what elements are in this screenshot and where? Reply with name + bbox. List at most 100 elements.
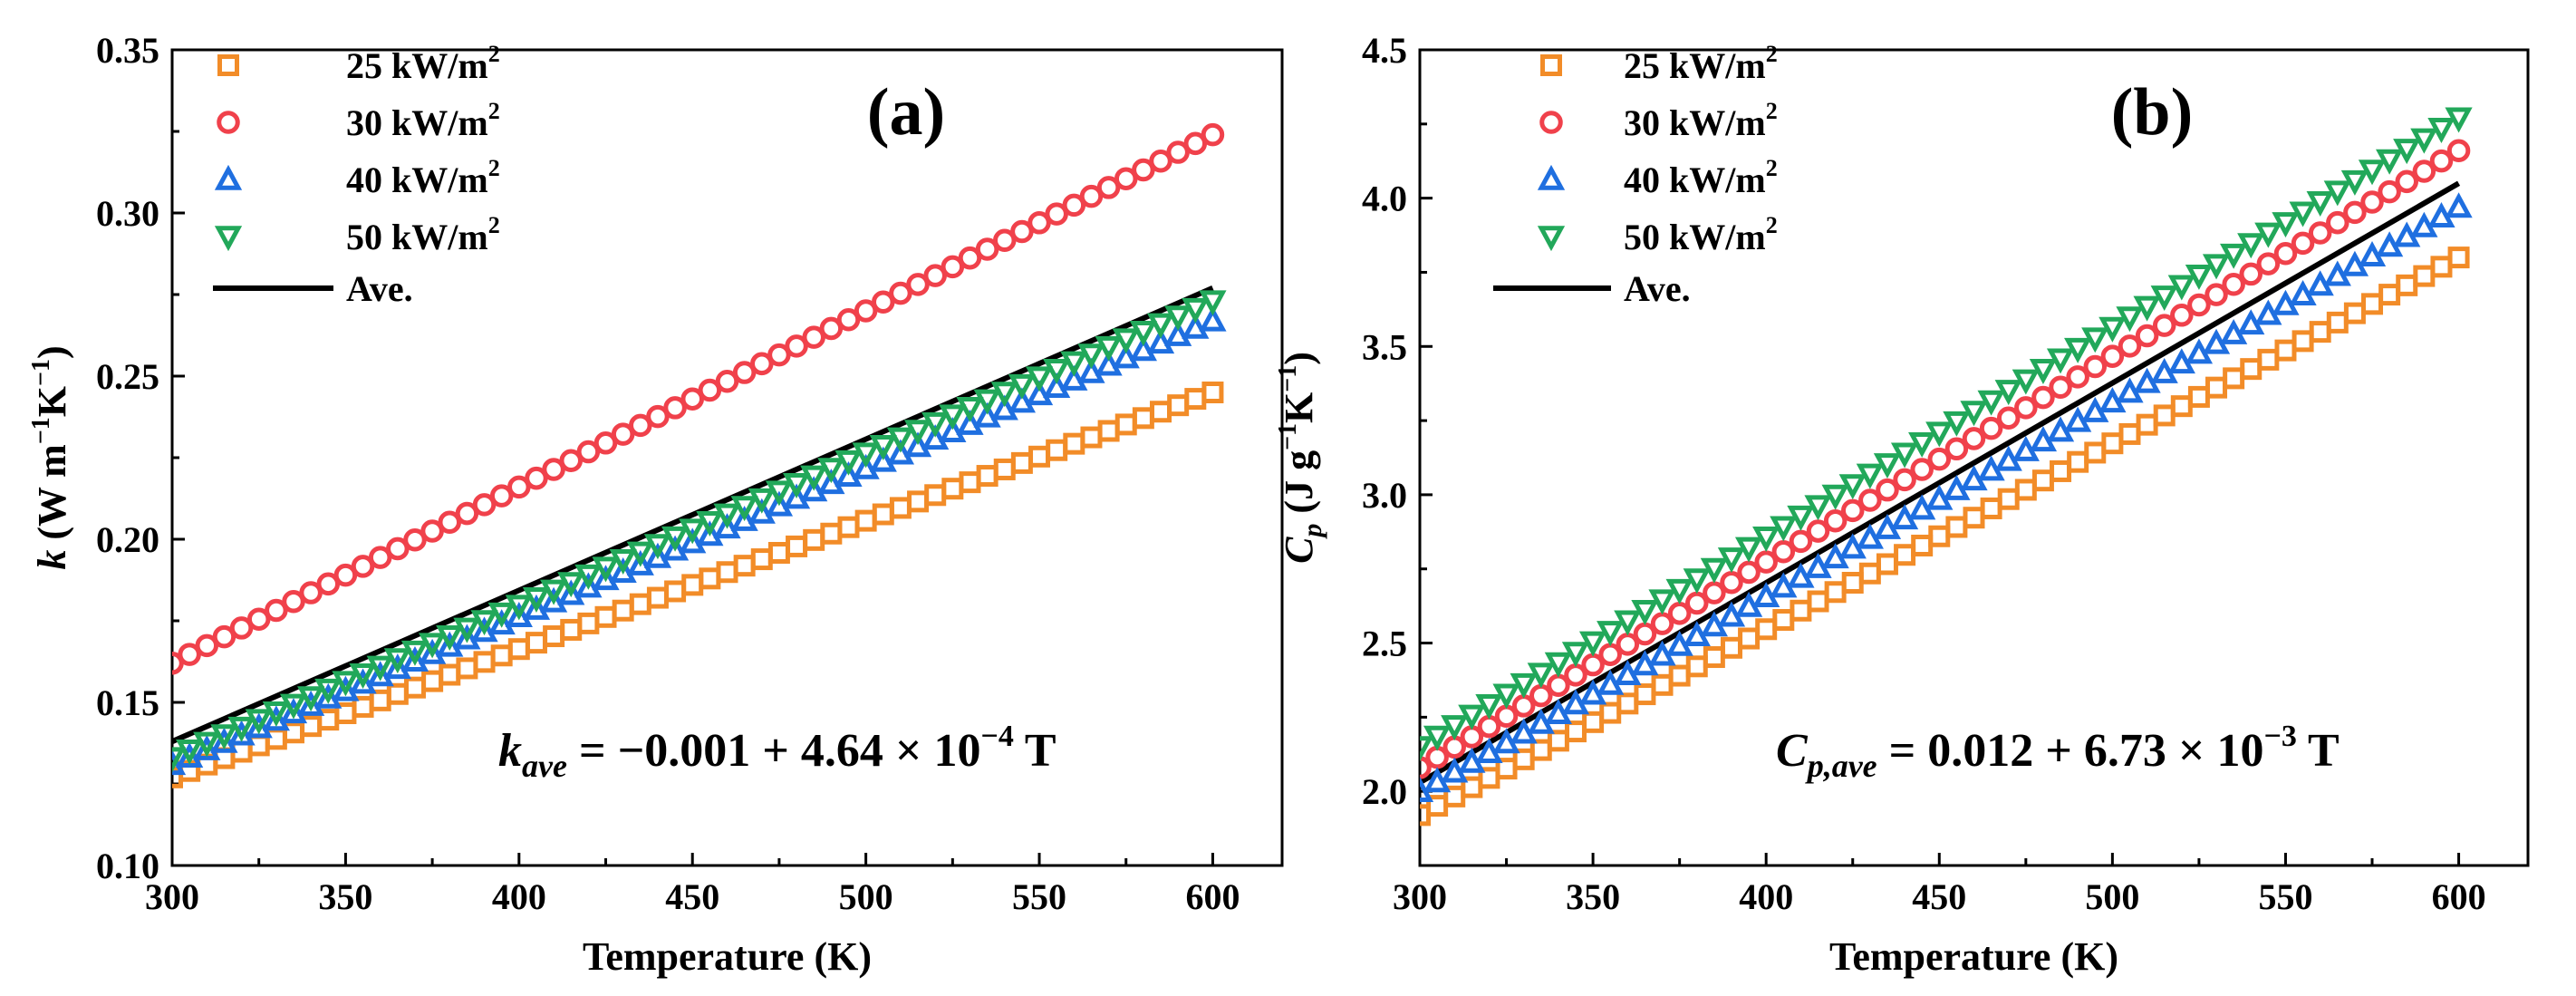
y-tick-label: 2.0	[1362, 771, 1407, 812]
data-point	[1423, 725, 1452, 751]
data-point	[1150, 401, 1172, 423]
series-triangle-up	[172, 305, 1227, 776]
data-point	[1492, 683, 1520, 710]
data-point	[176, 740, 204, 765]
legend-marker-triangle-up	[214, 164, 243, 190]
data-point	[1996, 406, 2021, 430]
data-point	[713, 503, 741, 529]
data-point	[1997, 488, 2020, 510]
x-tick-label: 400	[492, 876, 546, 917]
data-point	[262, 705, 290, 731]
y-tick-label: 0.35	[96, 30, 159, 71]
data-point	[1201, 122, 1225, 147]
x-tick-label: 500	[839, 876, 893, 917]
data-point	[817, 469, 845, 495]
data-point	[1201, 382, 1224, 403]
data-point	[1046, 439, 1068, 461]
data-point	[2272, 212, 2300, 238]
data-point	[990, 394, 1018, 421]
data-point	[2031, 385, 2055, 410]
data-point	[229, 616, 254, 640]
eq-body: = 0.012 + 6.73 × 10	[1877, 725, 2264, 777]
data-point	[2136, 413, 2158, 436]
data-point	[976, 465, 999, 488]
y-axis-label: k (W m−1K−1)	[27, 345, 74, 569]
data-point	[854, 299, 878, 323]
data-point	[782, 473, 811, 498]
data-point	[696, 511, 724, 537]
data-point	[2205, 283, 2228, 306]
data-point	[750, 352, 774, 376]
data-point	[1858, 488, 1882, 512]
data-point	[1475, 694, 1503, 720]
series-circle	[172, 122, 1225, 675]
data-point	[592, 556, 620, 583]
eq-body: = −0.001 + 4.64 × 10	[567, 725, 981, 777]
data-point	[418, 638, 447, 664]
data-point	[1858, 562, 1881, 585]
data-point	[1097, 420, 1120, 442]
legend-label-sup: 2	[488, 155, 500, 181]
data-point	[2396, 274, 2418, 296]
data-point	[1547, 730, 1569, 752]
data-point	[1651, 673, 1674, 696]
data-point	[436, 625, 464, 651]
data-point	[2343, 200, 2367, 225]
data-point	[941, 478, 964, 500]
data-point	[1132, 407, 1154, 430]
data-point	[872, 290, 895, 314]
series-triangle-up	[1420, 192, 2473, 802]
data-point	[1112, 343, 1140, 369]
data-point	[1876, 553, 1898, 575]
data-point	[543, 625, 565, 648]
data-point	[939, 404, 967, 430]
series-triangle-down	[1420, 107, 2473, 762]
data-point	[2340, 169, 2369, 196]
data-point	[1025, 380, 1054, 406]
data-point	[2308, 221, 2332, 245]
data-point	[400, 640, 429, 666]
data-point	[1979, 416, 2003, 440]
data-point	[939, 417, 967, 442]
data-point	[1994, 380, 2022, 406]
data-point	[1182, 297, 1210, 324]
data-point	[333, 563, 358, 587]
data-point	[1772, 609, 1795, 632]
data-point	[386, 537, 410, 561]
legend-label-text: 40 kW/m	[1624, 160, 1766, 200]
x-tick-label: 400	[1739, 876, 1793, 917]
data-point	[1597, 621, 1625, 647]
data-point	[921, 424, 950, 450]
data-point	[1441, 715, 1469, 741]
y-axis-label: Cp (J g−1K−1)	[1274, 352, 1327, 564]
data-point	[2376, 149, 2404, 175]
data-point	[1149, 150, 1172, 173]
data-point	[438, 510, 462, 535]
data-point	[245, 712, 273, 739]
legend-label-text: 25 kW/m	[346, 45, 488, 86]
data-point	[2116, 306, 2144, 333]
data-point	[1806, 519, 1830, 543]
data-point	[959, 471, 981, 494]
data-point	[664, 580, 687, 603]
data-point	[1824, 581, 1847, 604]
data-point	[2395, 169, 2418, 194]
data-point	[2393, 139, 2421, 165]
data-point	[1527, 662, 1555, 689]
data-point	[2167, 275, 2195, 301]
legend-label-sup: 2	[1766, 98, 1778, 124]
legend-marker-circle	[1539, 111, 1563, 134]
data-point	[210, 727, 238, 753]
data-point	[210, 724, 238, 750]
data-point	[245, 709, 273, 735]
data-point	[835, 450, 863, 476]
data-point	[1840, 498, 1865, 523]
data-point	[1925, 421, 1954, 448]
x-tick-label: 550	[2258, 876, 2312, 917]
data-point	[765, 480, 794, 507]
data-point	[1045, 202, 1068, 226]
data-point	[2291, 330, 2314, 353]
data-point	[2014, 479, 2037, 501]
data-point	[2257, 348, 2280, 371]
data-point	[1599, 701, 1622, 724]
